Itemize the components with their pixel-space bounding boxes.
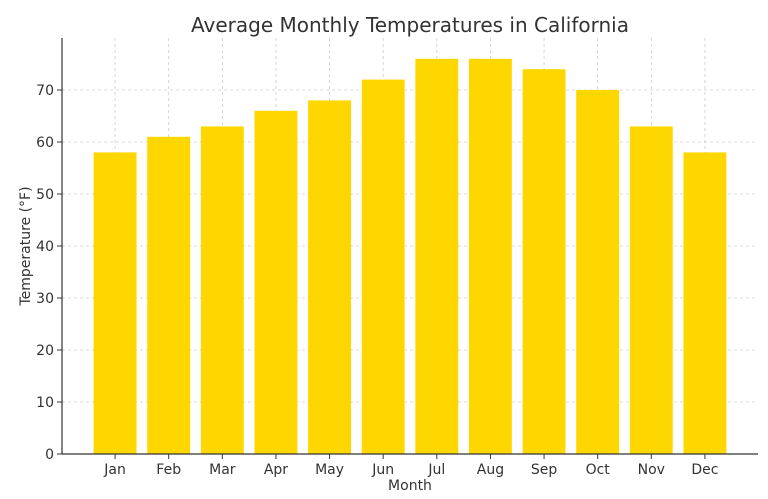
- bar-feb: [147, 136, 191, 455]
- bar-mar: [200, 126, 244, 455]
- bar-jan: [93, 152, 137, 454]
- y-axis-label: Temperature (°F): [18, 186, 34, 306]
- bars: [93, 58, 727, 455]
- bar-jun: [361, 79, 405, 454]
- x-tick-label: Aug: [477, 462, 504, 478]
- bar-dec: [683, 152, 727, 454]
- x-tick-label: Feb: [156, 462, 181, 478]
- bar-apr: [254, 110, 298, 455]
- y-tick-label: 50: [36, 187, 54, 203]
- x-axis-label: Month: [388, 478, 432, 494]
- x-tick-label: Jun: [371, 462, 394, 478]
- x-tick-label: Oct: [586, 462, 611, 478]
- x-tick-label: Dec: [691, 462, 718, 478]
- bar-jul: [415, 58, 459, 455]
- bar-may: [308, 100, 352, 455]
- x-tick-label: Jan: [103, 462, 126, 478]
- axes: 0 10 20 30 40 50 60 70 Jan Feb Mar Apr May Jun Jul Aug S…: [36, 38, 758, 478]
- x-tick-label: Jul: [427, 462, 445, 478]
- x-tick-label: Apr: [264, 462, 288, 478]
- y-tick-label: 0: [45, 447, 54, 463]
- x-tick-label: Mar: [209, 462, 236, 478]
- y-tick-label: 20: [36, 343, 54, 359]
- x-tick-label: Nov: [638, 462, 665, 478]
- bar-nov: [629, 126, 673, 455]
- bar-sep: [522, 69, 566, 454]
- y-tick-label: 30: [36, 291, 54, 307]
- y-tick-label: 70: [36, 83, 54, 99]
- y-tick-label: 40: [36, 239, 54, 255]
- x-tick-label: Sep: [531, 462, 558, 478]
- x-tick-label: May: [315, 462, 344, 478]
- y-tick-label: 60: [36, 135, 54, 151]
- y-tick-label: 10: [36, 395, 54, 411]
- bar-aug: [468, 58, 512, 455]
- bar-oct: [576, 90, 620, 454]
- chart-title: Average Monthly Temperatures in Californ…: [191, 13, 629, 37]
